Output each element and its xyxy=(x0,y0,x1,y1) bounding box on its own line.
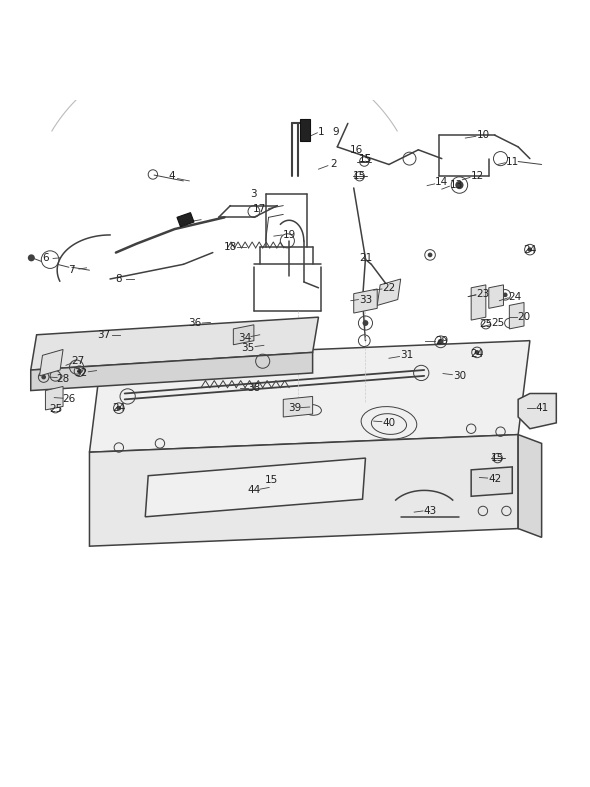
Text: 38: 38 xyxy=(247,382,261,393)
Circle shape xyxy=(428,253,432,257)
Text: 41: 41 xyxy=(535,403,548,413)
Polygon shape xyxy=(489,285,503,309)
Text: 1: 1 xyxy=(318,127,325,137)
Polygon shape xyxy=(300,119,310,141)
Text: 15: 15 xyxy=(359,153,372,164)
Text: 11: 11 xyxy=(506,157,519,167)
Circle shape xyxy=(362,320,368,326)
Circle shape xyxy=(527,247,532,252)
Polygon shape xyxy=(31,353,313,390)
Text: 28: 28 xyxy=(57,374,70,384)
Polygon shape xyxy=(354,289,377,313)
Text: 25: 25 xyxy=(479,320,493,329)
Text: 20: 20 xyxy=(517,312,530,322)
Text: 25: 25 xyxy=(491,318,504,328)
Text: 8: 8 xyxy=(116,274,122,284)
Ellipse shape xyxy=(361,407,417,439)
Text: 33: 33 xyxy=(359,294,372,305)
Text: 16: 16 xyxy=(350,145,363,155)
Polygon shape xyxy=(518,394,556,429)
Text: 15: 15 xyxy=(491,453,504,463)
Text: 44: 44 xyxy=(247,486,261,495)
Polygon shape xyxy=(90,434,518,546)
Text: 14: 14 xyxy=(435,177,448,187)
Polygon shape xyxy=(31,317,319,370)
Polygon shape xyxy=(283,397,313,417)
Circle shape xyxy=(475,350,480,355)
Text: 2: 2 xyxy=(330,160,336,169)
Circle shape xyxy=(455,181,464,189)
Text: 6: 6 xyxy=(42,253,49,264)
Text: 24: 24 xyxy=(509,292,522,301)
Circle shape xyxy=(116,406,121,411)
Text: 25: 25 xyxy=(49,405,62,414)
Polygon shape xyxy=(45,386,63,410)
Text: 15: 15 xyxy=(353,172,366,181)
Text: 23: 23 xyxy=(476,289,490,299)
Polygon shape xyxy=(177,212,194,227)
Text: 12: 12 xyxy=(470,172,484,181)
Text: 15: 15 xyxy=(359,153,372,164)
Circle shape xyxy=(28,254,35,261)
Polygon shape xyxy=(90,341,530,453)
Text: 7: 7 xyxy=(68,265,75,275)
Text: 32: 32 xyxy=(74,368,87,378)
Polygon shape xyxy=(145,458,365,517)
Text: 26: 26 xyxy=(63,394,76,405)
Text: 3: 3 xyxy=(251,189,257,199)
Text: 31: 31 xyxy=(400,350,413,360)
Polygon shape xyxy=(233,325,254,345)
Polygon shape xyxy=(509,302,524,329)
Text: ereplacementparts.com: ereplacementparts.com xyxy=(164,372,426,391)
Text: 35: 35 xyxy=(241,342,255,353)
Text: 37: 37 xyxy=(97,330,111,340)
Text: 19: 19 xyxy=(283,230,296,240)
Polygon shape xyxy=(471,285,486,320)
Polygon shape xyxy=(518,434,542,538)
Text: 22: 22 xyxy=(382,283,395,293)
Circle shape xyxy=(438,339,444,345)
Circle shape xyxy=(77,369,82,374)
Text: 4: 4 xyxy=(168,172,175,181)
Text: 15: 15 xyxy=(265,475,278,486)
Text: 39: 39 xyxy=(289,403,301,413)
Polygon shape xyxy=(40,349,63,376)
Polygon shape xyxy=(471,467,512,497)
Text: 24: 24 xyxy=(470,349,484,359)
Text: 27: 27 xyxy=(71,357,84,366)
Circle shape xyxy=(41,375,46,379)
Text: 30: 30 xyxy=(453,371,466,381)
Text: 24: 24 xyxy=(112,403,126,413)
Text: 5: 5 xyxy=(180,218,187,228)
Circle shape xyxy=(503,293,507,297)
Text: 40: 40 xyxy=(382,418,395,428)
Text: 21: 21 xyxy=(359,253,372,264)
Text: 10: 10 xyxy=(476,130,490,140)
Text: 42: 42 xyxy=(488,474,501,484)
Text: 13: 13 xyxy=(450,180,463,190)
Text: 17: 17 xyxy=(253,204,267,213)
Text: 36: 36 xyxy=(189,318,202,328)
Text: 29: 29 xyxy=(435,335,448,345)
Text: 43: 43 xyxy=(424,506,437,516)
Text: 18: 18 xyxy=(224,242,237,252)
Text: 9: 9 xyxy=(333,127,339,137)
Polygon shape xyxy=(377,279,401,305)
Text: 34: 34 xyxy=(238,333,252,342)
Text: 24: 24 xyxy=(523,245,536,255)
